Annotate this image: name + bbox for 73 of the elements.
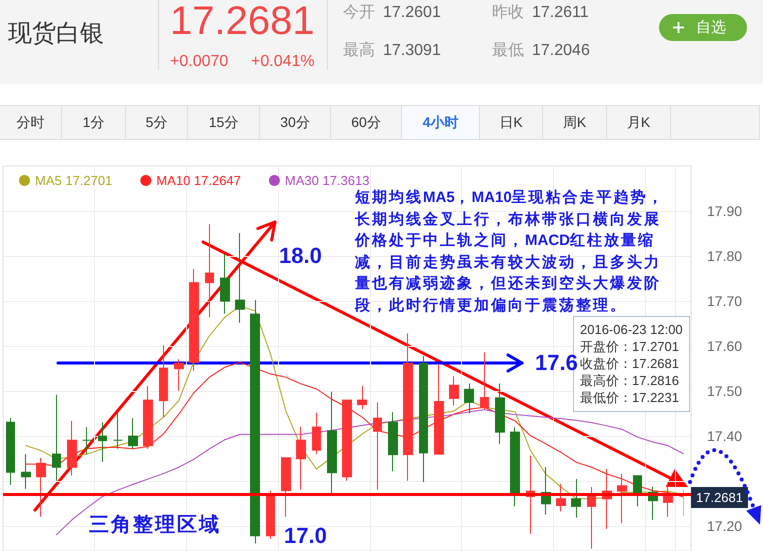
annotation: 17.6 [535,350,578,375]
candlestick [464,382,474,414]
candlestick [174,358,184,392]
candlestick [6,418,15,486]
text: 17.2046 [532,41,590,61]
candlestick [266,490,275,540]
y-tick-label: 17.70 [707,293,742,310]
candlestick [250,300,260,544]
candlestick [312,412,321,455]
y-tick-label: 17.80 [707,248,742,264]
candlestick [617,474,627,524]
text: 最低 [492,41,524,61]
text: 短期均线MA5，MA10呈现粘合走平趋势，长期均线金叉上行，布林带张口横向发展价格处于中上轨之间，MACD红柱放量缩减，目前走势虽未有较大波动，且多头力量也有减弱迹象，但还未到空头大爆发阶段，此时行情更加偏向于震荡整理。 [355,189,665,314]
candlestick [296,426,306,490]
text: +0.041% [251,52,315,72]
candlestick [281,457,291,518]
candlestick [388,412,398,472]
candlestick [449,376,459,406]
annotation: 最低价：17.2231 [580,389,679,406]
candlestick [434,364,444,456]
candlestick [633,475,642,507]
tab[interactable]: 4小时 [402,105,480,140]
candlestick [36,457,46,518]
candlestick [357,385,367,410]
candlestick [327,391,337,496]
text: 17.2611 [532,3,589,23]
text: 17.3091 [383,41,441,61]
legend-label: MA10 17.2647 [156,173,241,188]
y-tick-label: 17.40 [707,428,742,444]
candlestick [571,478,581,518]
candlestick [587,486,596,550]
candlestick [342,400,352,482]
text: 17.2681 [696,490,743,505]
annotation: 17.0 [284,523,327,548]
candlestick [480,352,489,410]
candlestick [189,268,199,372]
candlestick [235,232,245,324]
y-tick-label: 17.20 [707,518,742,534]
candlestick [67,420,77,476]
text: 今开 [343,3,375,23]
candlestick [220,254,230,314]
annotation: 2016-06-23 12:00 [580,322,683,337]
annotation: 最高价：17.2816 [580,372,679,389]
candlestick [21,454,31,490]
y-tick-label: 17.60 [707,338,742,354]
annotation: 开盘价：17.2701 [580,338,679,355]
text: 17.2601 [383,3,441,23]
candlestick [556,483,566,512]
text: 现货白银 [8,19,104,49]
text: 昨收 [492,3,524,23]
annotation: 18.0 [279,243,322,268]
candlestick [128,418,138,450]
text: +0.0070 [170,52,228,72]
candlestick [98,422,107,462]
annotation: 三角整理区域 [89,513,221,537]
text: 17.2681 [170,0,315,44]
candlestick [373,402,382,490]
candlestick [82,426,92,455]
candlestick [52,394,61,482]
candlestick [510,426,520,507]
y-tick-label: 17.90 [707,203,742,220]
candlestick [143,385,153,450]
text: 最高 [343,41,375,61]
candlestick [205,224,214,318]
annotation: 收盘价：17.2681 [580,355,679,372]
candlestick [495,382,505,444]
candlestick [113,410,123,450]
candlestick [419,356,428,483]
legend-label: MA5 17.2701 [35,173,112,188]
y-tick-label: 17.50 [707,383,742,400]
legend-label: MA30 17.3613 [284,173,370,188]
candlestick [403,333,413,482]
candlestick [159,344,168,418]
